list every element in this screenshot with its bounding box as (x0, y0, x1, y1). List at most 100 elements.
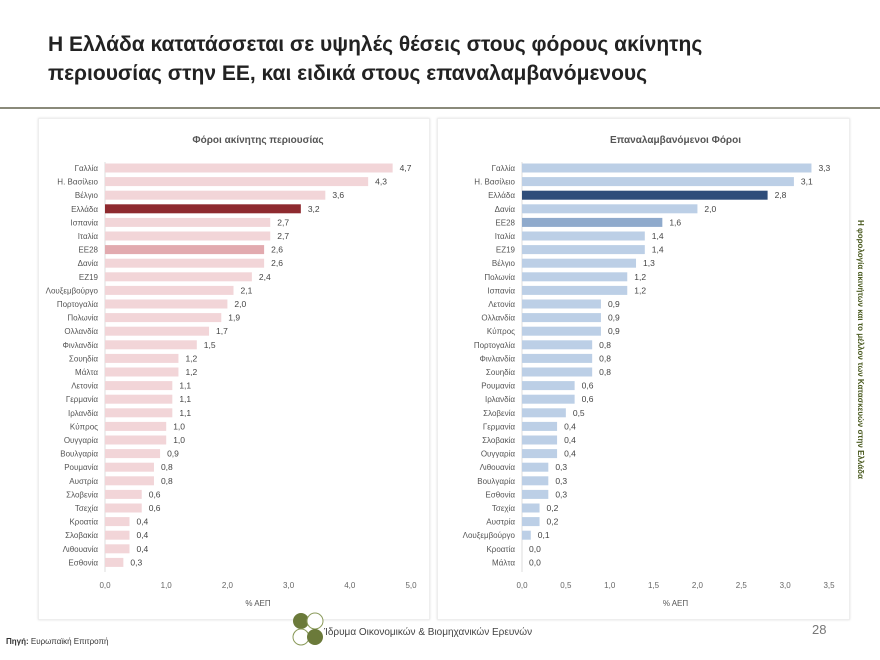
data-label: 1,3 (643, 258, 655, 268)
bar-Λιθουανία (105, 544, 130, 554)
category-label: Ολλανδία (481, 314, 515, 323)
source-label: Πηγή: (6, 637, 29, 646)
chart-recurrent-taxes: Επαναλαμβανόμενοι Φόροι Γαλλία 3,3 Η. Βασίλ… (463, 135, 835, 608)
category-label: Μάλτα (75, 368, 98, 377)
category-label: Λετονία (488, 300, 515, 309)
bar-Πορτογαλία (522, 340, 593, 350)
x-tick-label: 2,5 (736, 581, 748, 590)
category-label: Πορτογαλία (57, 300, 99, 309)
bar-Γαλλία (105, 163, 393, 173)
bar-Η. Βασίλειο (522, 177, 794, 187)
bar-Κύπρος (105, 421, 167, 431)
data-label: 2,0 (704, 204, 716, 214)
data-label: 1,0 (173, 435, 185, 445)
bar-Σλοβενία (522, 408, 566, 418)
category-label: Σλοβενία (66, 490, 98, 499)
data-label: 0,6 (582, 394, 594, 404)
x-axis-title: % ΑΕΠ (663, 599, 689, 608)
category-label: Ολλανδία (64, 327, 98, 336)
category-label: Κύπρος (70, 422, 98, 431)
x-axis-title: % ΑΕΠ (245, 599, 271, 608)
data-label: 1,0 (173, 421, 185, 431)
data-label: 0,4 (136, 517, 148, 527)
data-label: 0,8 (161, 462, 173, 472)
bar-Βουλγαρία (105, 449, 161, 459)
category-label: Εσθονία (485, 490, 515, 499)
data-label: 1,4 (652, 231, 664, 241)
bar-Ισπανία (522, 285, 628, 295)
bar-Γερμανία (522, 421, 558, 431)
category-label: Βέλγιο (75, 191, 99, 200)
category-label: Λιθουανία (63, 545, 99, 554)
data-label: 2,8 (775, 190, 787, 200)
category-label: Κύπρος (487, 327, 515, 336)
bar-Βέλγιο (522, 258, 637, 268)
bar-Φινλανδία (522, 353, 593, 363)
chart-panel-property-taxes: Φόροι ακίνητης περιουσίας Γαλλία 4,7 Η. Βασ… (38, 118, 430, 620)
bar-Τσεχία (522, 503, 540, 513)
data-label: 0,8 (599, 353, 611, 363)
category-label: Ρουμανία (481, 382, 515, 391)
category-label: ΕΖ19 (79, 273, 99, 282)
data-label: 3,3 (818, 163, 830, 173)
category-label: Ουγγαρία (481, 450, 516, 459)
data-label: 1,2 (185, 367, 197, 377)
data-label: 2,6 (271, 258, 283, 268)
data-label: 1,1 (179, 408, 191, 418)
data-label: 0,4 (564, 435, 576, 445)
category-label: ΕΕ28 (78, 246, 98, 255)
data-label: 0,1 (538, 530, 550, 540)
category-label: Σλοβενία (483, 409, 515, 418)
category-label: Ιταλία (495, 232, 516, 241)
data-label: 0,3 (555, 489, 567, 499)
data-label: 1,2 (634, 285, 646, 295)
bar-Γαλλία (522, 163, 812, 173)
category-label: Σουηδία (486, 368, 515, 377)
category-label: Πολωνία (67, 314, 98, 323)
x-tick-label: 5,0 (405, 581, 417, 590)
data-label: 0,9 (167, 449, 179, 459)
category-label: Ιταλία (78, 232, 99, 241)
category-label: Κροατία (69, 518, 98, 527)
bar-Ιρλανδία (105, 408, 173, 418)
bar-Λετονία (522, 299, 601, 309)
page-title: Η Ελλάδα κατατάσσεται σε υψηλές θέσεις σ… (48, 33, 703, 85)
category-label: Γαλλία (492, 164, 516, 173)
bar-Γερμανία (105, 394, 173, 404)
x-tick-label: 0,0 (516, 581, 528, 590)
data-label: 2,4 (259, 272, 271, 282)
bar-Ιταλία (522, 231, 645, 241)
category-label: Ιρλανδία (485, 395, 515, 404)
data-label: 0,3 (555, 462, 567, 472)
category-label: Εσθονία (68, 558, 98, 567)
page-number: 28 (812, 622, 827, 637)
bar-Κροατία (105, 517, 130, 527)
x-tick-label: 2,0 (222, 581, 234, 590)
bar-Σλοβακία (522, 435, 558, 445)
data-label: 0,4 (136, 544, 148, 554)
data-label: 0,5 (573, 408, 585, 418)
data-label: 2,7 (277, 217, 289, 227)
bar-Ουγγαρία (105, 435, 167, 445)
category-label: Τσεχία (75, 504, 98, 513)
data-label: 1,6 (669, 217, 681, 227)
bar-Ιρλανδία (522, 394, 575, 404)
data-label: 1,9 (228, 313, 240, 323)
bar-Μάλτα (105, 367, 179, 377)
data-label: 0,3 (130, 557, 142, 567)
bar-Ολλανδία (105, 326, 210, 336)
bar-Ελλάδα (105, 204, 301, 214)
chart-panel-recurrent-taxes: Επαναλαμβανόμενοι Φόροι Γαλλία 3,3 Η. Βασίλ… (437, 118, 850, 620)
category-label: Ουγγαρία (64, 436, 99, 445)
bar-Σουηδία (105, 353, 179, 363)
category-label: Γαλλία (75, 164, 99, 173)
data-label: 1,7 (216, 326, 228, 336)
category-label: Ελλάδα (71, 205, 98, 214)
side-caption: Η φορολογία ακινήτων και το μέλλον των Κ… (856, 220, 865, 479)
bar-Ολλανδία (522, 313, 601, 323)
bar-Φινλανδία (105, 340, 197, 350)
category-label: Μάλτα (492, 558, 515, 567)
category-label: Σουηδία (69, 354, 98, 363)
data-label: 0,4 (564, 421, 576, 431)
category-label: Βουλγαρία (477, 477, 515, 486)
